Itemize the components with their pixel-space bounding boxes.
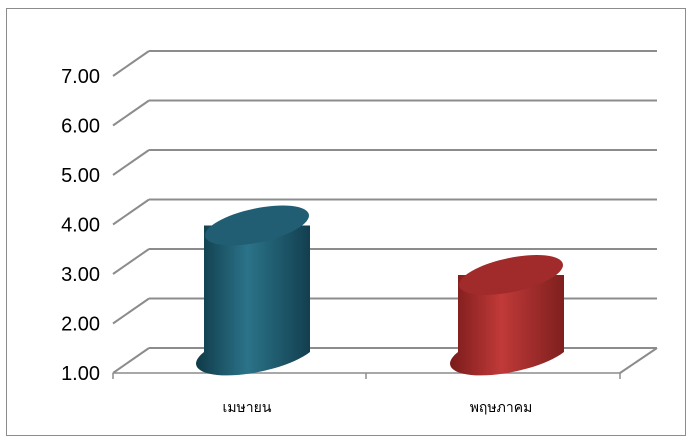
y-tick-label: 1.00 (61, 363, 100, 385)
gridline-diagonal (112, 248, 150, 275)
bar-top (459, 255, 563, 295)
bars-layer (196, 205, 564, 376)
y-axis-ticks: 1.00 2.00 3.00 4.00 5.00 6.00 7.00 (61, 66, 100, 385)
gridline-diagonal (112, 149, 150, 176)
floor-edge (619, 347, 658, 374)
gridline-diagonal (112, 297, 150, 325)
y-tick-label: 4.00 (61, 215, 100, 237)
bar (450, 255, 564, 376)
y-tick-label: 7.00 (61, 66, 100, 88)
y-tick-label: 6.00 (61, 116, 100, 138)
grid-layer (112, 50, 658, 379)
gridline-diagonal (112, 50, 150, 77)
x-axis-labels: เมษายน พฤษภาคม (223, 400, 533, 416)
bar-body (196, 225, 310, 376)
gridline-diagonal (112, 347, 150, 374)
x-category-label: เมษายน (223, 400, 272, 416)
y-tick-label: 2.00 (61, 314, 100, 336)
bar-top (205, 205, 309, 246)
bar (196, 205, 310, 376)
chart-frame (6, 8, 686, 436)
y-tick-label: 5.00 (61, 165, 100, 187)
y-tick-label: 3.00 (61, 264, 100, 286)
gridline-diagonal (112, 198, 150, 226)
gridline-diagonal (112, 99, 150, 127)
bar-body (450, 274, 564, 376)
x-category-label: พฤษภาคม (470, 400, 533, 416)
